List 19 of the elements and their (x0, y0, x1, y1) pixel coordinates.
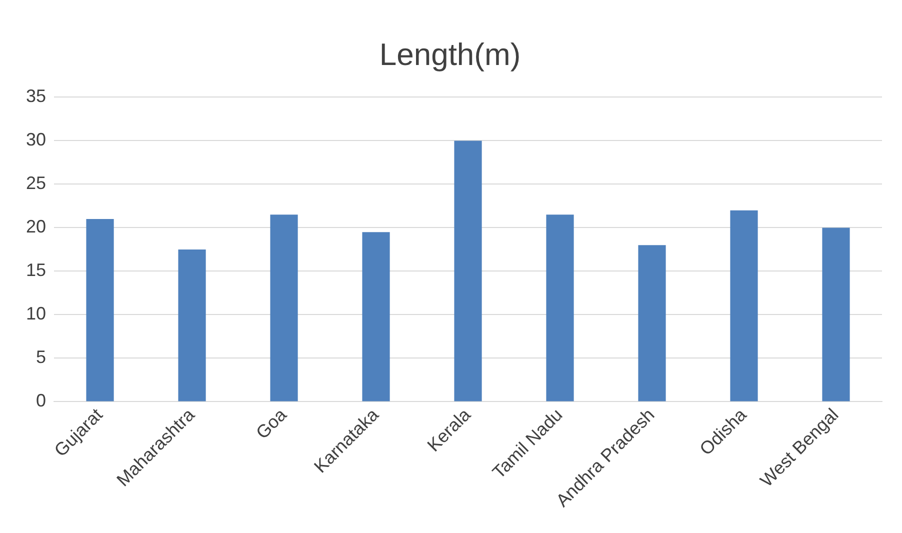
y-tick-label: 20 (26, 216, 46, 237)
bar (546, 214, 574, 402)
bar (270, 214, 298, 402)
y-tick-label: 35 (26, 86, 46, 106)
y-tick-label: 30 (26, 130, 46, 150)
bar (362, 232, 390, 402)
y-tick-label: 15 (26, 260, 46, 280)
y-tick-label: 10 (26, 304, 46, 324)
bar (454, 140, 482, 402)
bar (730, 210, 758, 402)
chart-title: Length(m) (379, 37, 521, 72)
bar (86, 219, 114, 402)
y-tick-label: 5 (36, 347, 46, 368)
bar (822, 228, 850, 402)
y-tick-label: 0 (36, 390, 46, 411)
bar (178, 249, 206, 402)
y-tick-label: 25 (26, 173, 46, 194)
x-tick-label: Goa (252, 404, 292, 443)
bar (638, 245, 666, 402)
